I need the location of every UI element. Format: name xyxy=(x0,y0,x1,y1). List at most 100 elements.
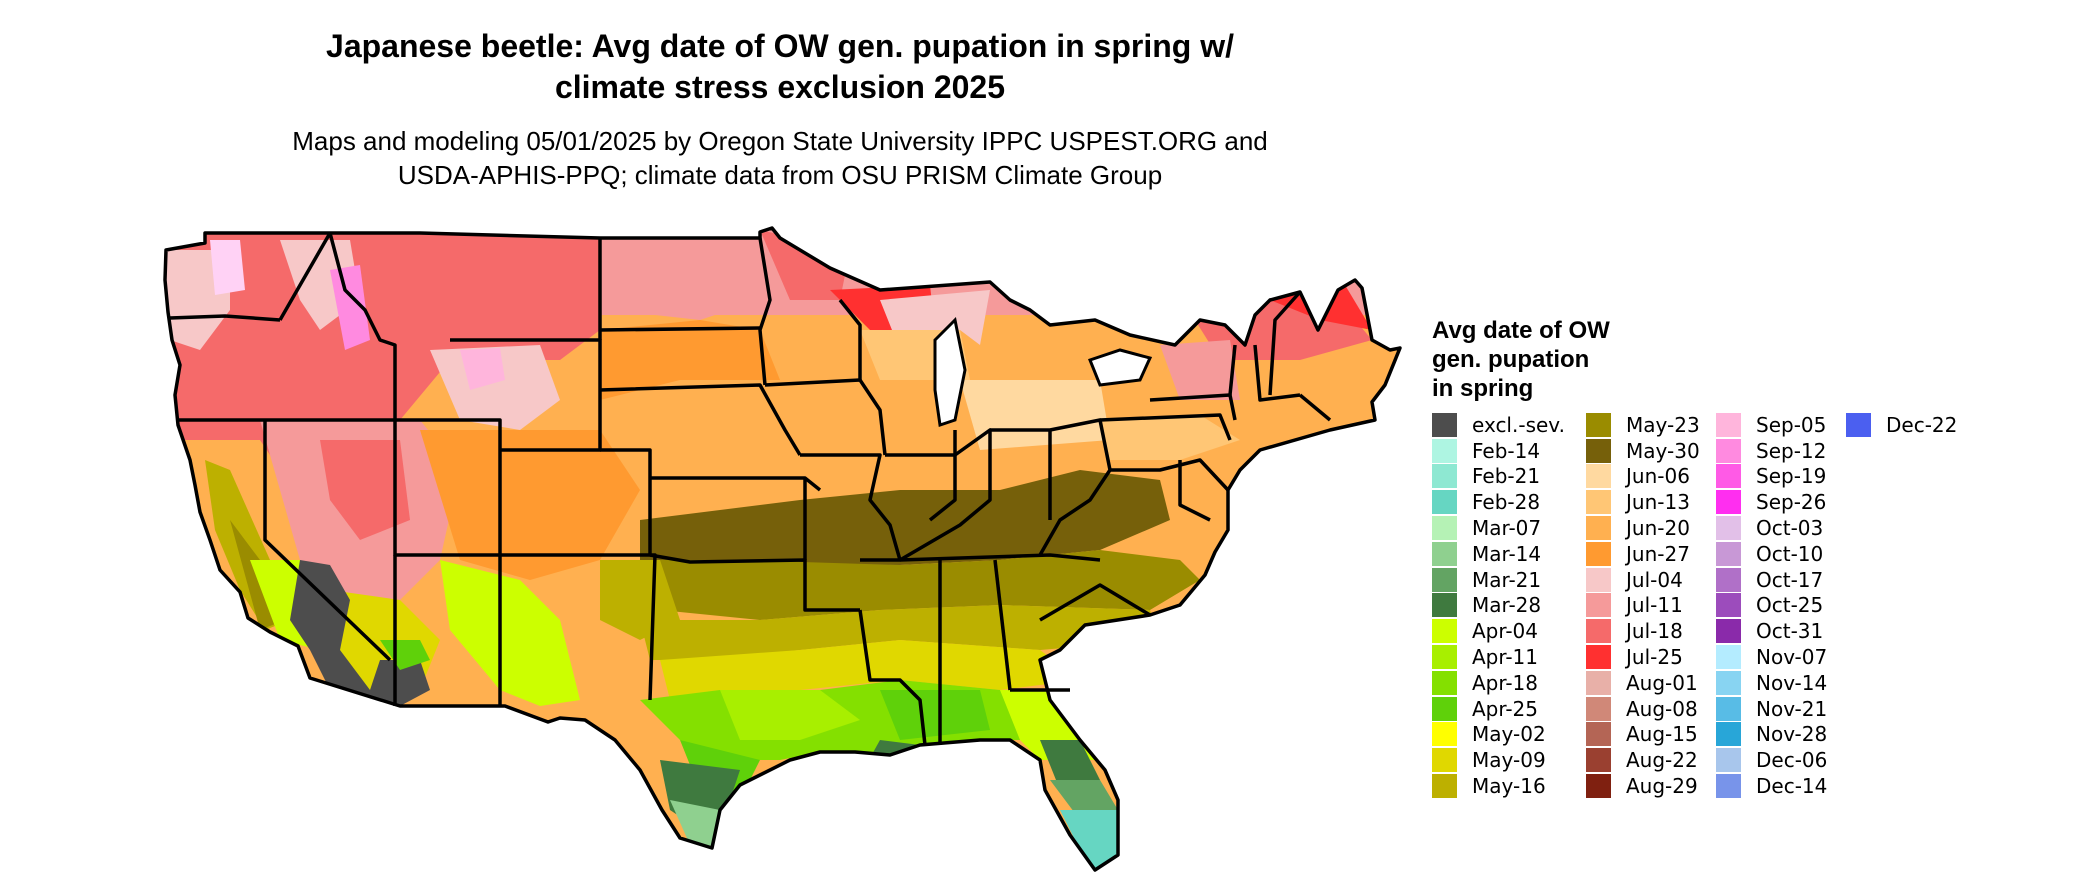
legend-label: Apr-18 xyxy=(1472,670,1538,695)
legend-swatch xyxy=(1432,464,1457,489)
legend-label: Oct-31 xyxy=(1756,619,1824,644)
legend-swatch xyxy=(1432,541,1457,566)
pupation-date-raster xyxy=(165,228,1400,870)
legend-swatch xyxy=(1586,490,1611,515)
legend-item: Dec-22 xyxy=(1846,412,1957,438)
legend-item: Oct-31 xyxy=(1716,618,1827,644)
legend-item: Jul-04 xyxy=(1586,567,1700,593)
legend-item: Feb-28 xyxy=(1432,489,1565,515)
legend-item: Nov-14 xyxy=(1716,670,1827,696)
legend-item: Jun-20 xyxy=(1586,515,1700,541)
legend-item: Sep-19 xyxy=(1716,464,1827,490)
legend-item: Sep-05 xyxy=(1716,412,1827,438)
legend-swatch xyxy=(1716,593,1741,618)
legend-label: Nov-14 xyxy=(1756,670,1828,695)
legend-label: Mar-07 xyxy=(1472,516,1542,541)
legend-item: Mar-28 xyxy=(1432,593,1565,619)
legend-item: excl.-sev. xyxy=(1432,412,1565,438)
legend-title-line1: Avg date of OW xyxy=(1432,317,1610,344)
legend-title-line3: in spring xyxy=(1432,375,1534,402)
legend-label: Jun-06 xyxy=(1626,464,1690,489)
map-title-line2: climate stress exclusion 2025 xyxy=(554,69,1006,105)
legend-label: Dec-06 xyxy=(1756,748,1828,773)
legend-swatch xyxy=(1432,412,1457,437)
legend-item: Apr-25 xyxy=(1432,696,1565,722)
legend-swatch xyxy=(1432,696,1457,721)
legend-item: Apr-18 xyxy=(1432,670,1565,696)
legend-label: Sep-26 xyxy=(1756,490,1827,515)
legend-swatch xyxy=(1716,670,1741,695)
legend-item: Nov-28 xyxy=(1716,722,1827,748)
legend-item: Aug-29 xyxy=(1586,773,1700,799)
state-boundaries xyxy=(163,226,1402,872)
legend-swatch xyxy=(1432,748,1457,773)
map-subtitle: Maps and modeling 05/01/2025 by Oregon S… xyxy=(225,124,1335,192)
legend-label: Sep-12 xyxy=(1756,438,1827,463)
legend-swatch xyxy=(1716,490,1741,515)
legend-swatch xyxy=(1432,645,1457,670)
legend-swatch xyxy=(1586,464,1611,489)
legend-label: Feb-28 xyxy=(1472,490,1541,515)
legend-label: Apr-11 xyxy=(1472,645,1538,670)
legend-item: May-23 xyxy=(1586,412,1700,438)
legend-item: Oct-17 xyxy=(1716,567,1827,593)
legend-label: Nov-21 xyxy=(1756,696,1828,721)
legend-swatch xyxy=(1716,412,1741,437)
legend-label: Oct-17 xyxy=(1756,567,1824,592)
legend-item: Aug-01 xyxy=(1586,670,1700,696)
map-subtitle-line2: USDA-APHIS-PPQ; climate data from OSU PR… xyxy=(397,160,1163,190)
legend-label: Mar-21 xyxy=(1472,567,1542,592)
legend-label: Aug-22 xyxy=(1626,748,1698,773)
legend-label: Jun-20 xyxy=(1626,516,1690,541)
legend-swatch xyxy=(1716,464,1741,489)
legend-label: Dec-14 xyxy=(1756,774,1828,799)
legend-swatch xyxy=(1586,567,1611,592)
legend-label: Jul-25 xyxy=(1626,645,1683,670)
legend-label: Dec-22 xyxy=(1886,412,1958,437)
legend-swatch xyxy=(1716,541,1741,566)
legend-item: Dec-14 xyxy=(1716,773,1827,799)
legend-label: Oct-10 xyxy=(1756,541,1824,566)
legend-label: Aug-08 xyxy=(1626,696,1698,721)
legend-swatch xyxy=(1716,438,1741,463)
legend-swatch xyxy=(1586,670,1611,695)
legend-item: Jul-11 xyxy=(1586,593,1700,619)
legend-swatch xyxy=(1432,619,1457,644)
legend-label: Aug-29 xyxy=(1626,774,1698,799)
legend-column-2: May-23 May-30 Jun-06 Jun-13 Jun-20 Jun-27 Jul-… xyxy=(1586,412,1700,799)
legend-swatch xyxy=(1716,619,1741,644)
legend-item: Nov-07 xyxy=(1716,644,1827,670)
legend-swatch xyxy=(1716,774,1741,799)
legend-item: Jun-06 xyxy=(1586,464,1700,490)
legend-swatch xyxy=(1432,490,1457,515)
legend-label: Sep-19 xyxy=(1756,464,1827,489)
legend-label: Aug-15 xyxy=(1626,722,1698,747)
legend-swatch xyxy=(1716,567,1741,592)
legend-swatch xyxy=(1846,412,1871,437)
legend-label: Sep-05 xyxy=(1756,412,1827,437)
legend-item: Dec-06 xyxy=(1716,747,1827,773)
legend-swatch xyxy=(1716,748,1741,773)
legend-item: Jul-25 xyxy=(1586,644,1700,670)
legend-label: Jun-13 xyxy=(1626,490,1690,515)
legend-item: Aug-08 xyxy=(1586,696,1700,722)
legend-swatch xyxy=(1586,748,1611,773)
legend-column-4: Dec-22 xyxy=(1846,412,1957,438)
legend-item: May-30 xyxy=(1586,438,1700,464)
legend-item: Sep-26 xyxy=(1716,489,1827,515)
legend-label: Apr-04 xyxy=(1472,619,1538,644)
legend-swatch xyxy=(1586,412,1611,437)
legend-label: Oct-03 xyxy=(1756,516,1824,541)
legend-swatch xyxy=(1716,645,1741,670)
legend-label: May-16 xyxy=(1472,774,1546,799)
legend-label: May-09 xyxy=(1472,748,1546,773)
legend-label: Aug-01 xyxy=(1626,670,1698,695)
legend-label: Feb-14 xyxy=(1472,438,1541,463)
legend-swatch xyxy=(1432,516,1457,541)
legend-label: Jul-04 xyxy=(1626,567,1683,592)
legend-swatch xyxy=(1586,774,1611,799)
legend-label: Mar-14 xyxy=(1472,541,1542,566)
map-title-line1: Japanese beetle: Avg date of OW gen. pup… xyxy=(326,28,1234,64)
legend-label: excl.-sev. xyxy=(1472,412,1565,437)
